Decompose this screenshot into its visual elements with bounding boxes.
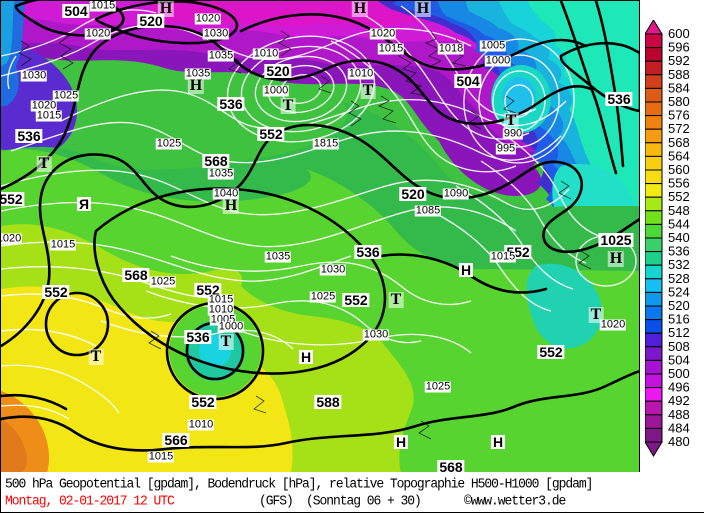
- svg-text:480: 480: [668, 434, 690, 449]
